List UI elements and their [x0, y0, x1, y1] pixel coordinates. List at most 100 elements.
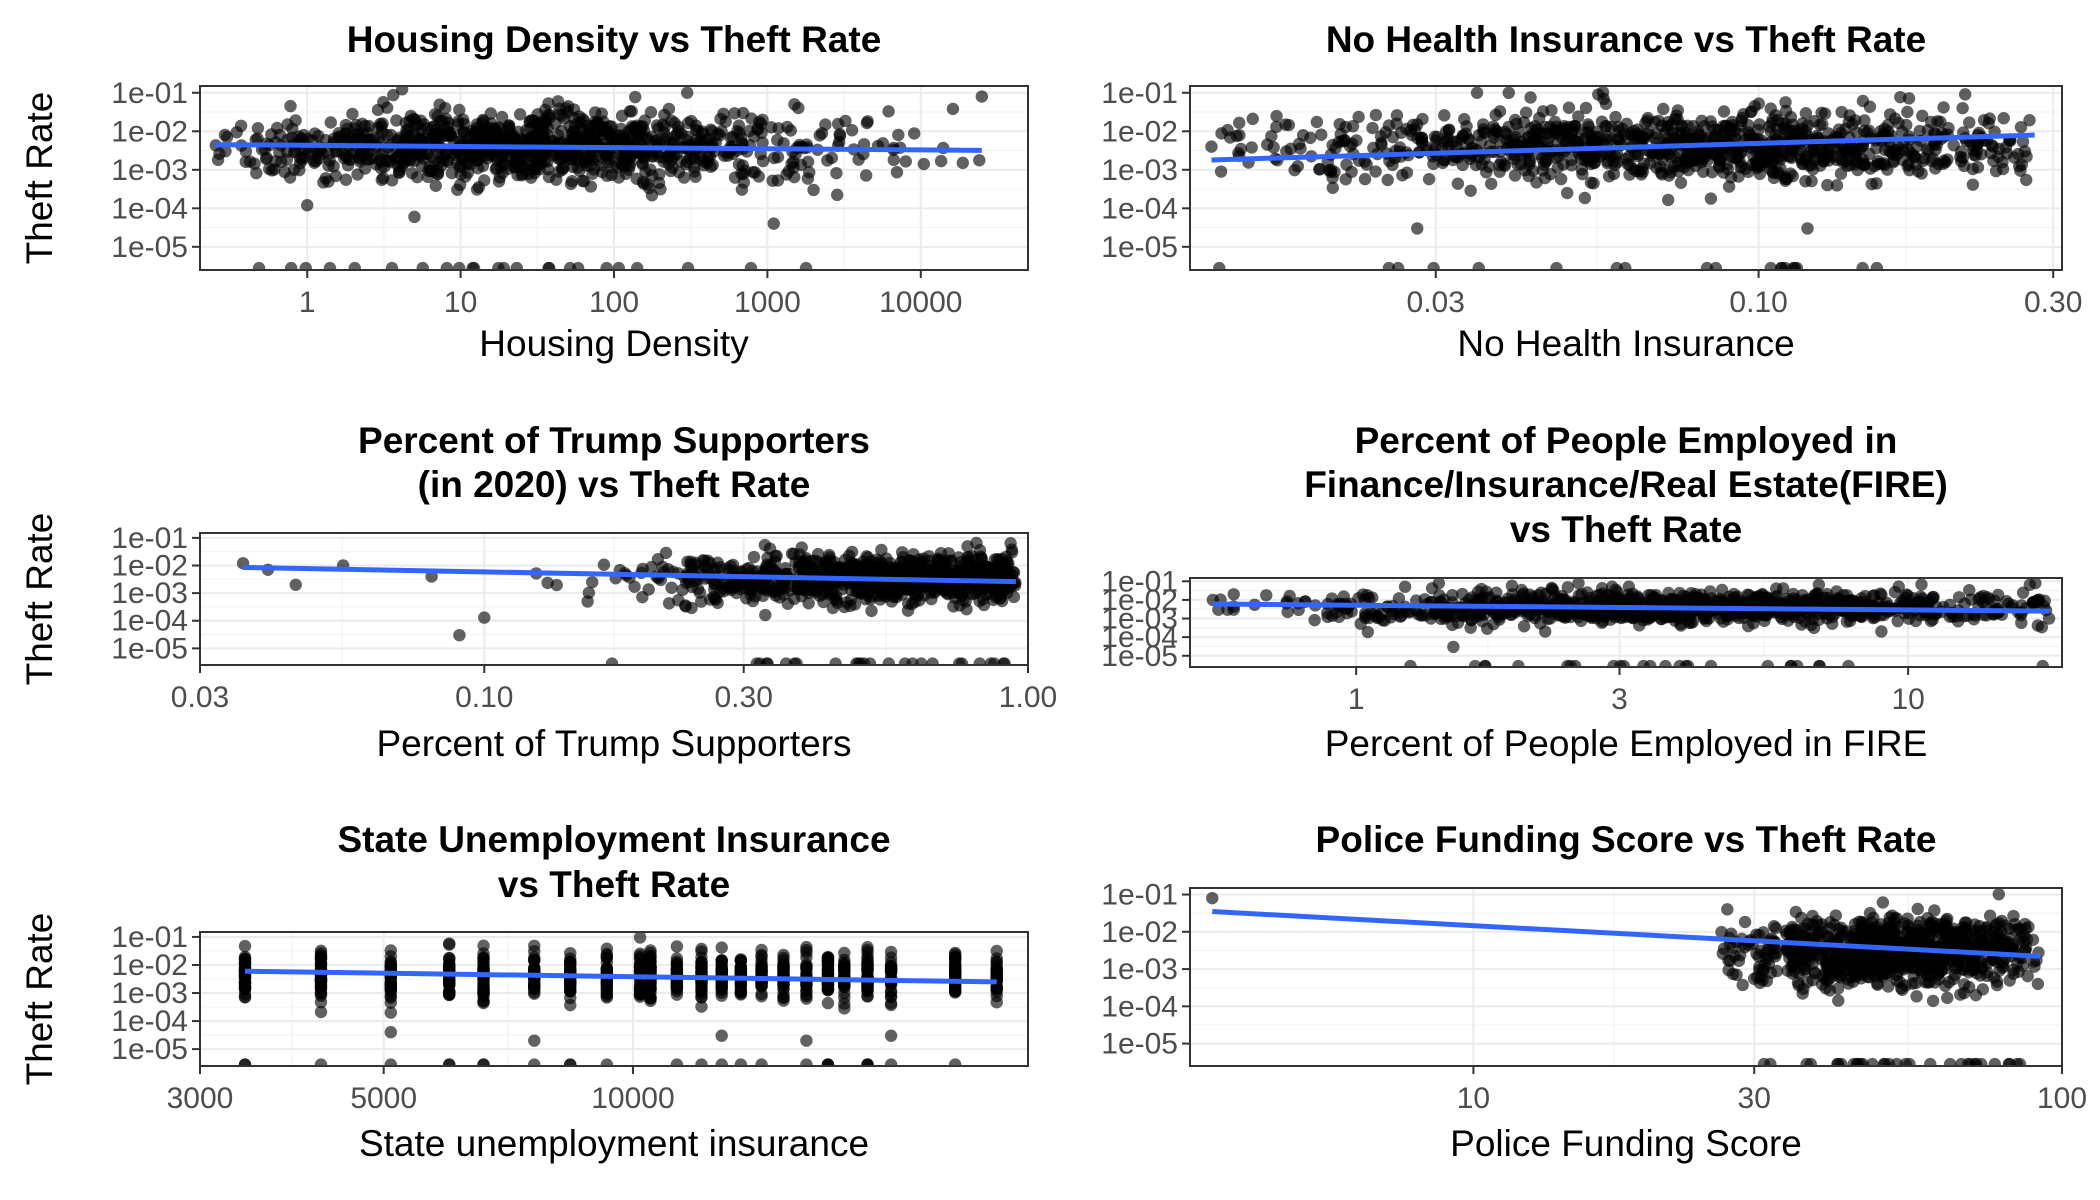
data-point: [1943, 610, 1957, 623]
fit-line: [1211, 132, 2035, 163]
data-point: [543, 111, 556, 125]
data-point: [973, 560, 986, 573]
y-tick-label: 1e-02: [111, 549, 188, 582]
data-point: [443, 985, 456, 999]
data-point: [1671, 113, 1684, 126]
data-point: [955, 657, 969, 665]
data-point: [1528, 611, 1541, 625]
data-point: [892, 128, 905, 142]
data-point: [338, 127, 352, 140]
data-point: [1436, 156, 1449, 170]
data-point: [1267, 141, 1280, 154]
data-point: [1598, 120, 1612, 133]
data-point: [1821, 178, 1834, 192]
data-point: [1270, 109, 1283, 123]
data-point: [1427, 261, 1440, 270]
data-point: [934, 154, 948, 168]
data-point: [756, 136, 769, 149]
y-tick-label: 1e-03: [111, 154, 188, 187]
data-point: [612, 261, 626, 270]
y-tick-label: 1e-03: [1101, 603, 1178, 636]
data-point: [1473, 609, 1487, 622]
data-point: [1360, 158, 1373, 171]
data-point: [528, 1058, 541, 1066]
data-point: [591, 116, 604, 129]
data-point: [1818, 107, 1832, 120]
data-point: [600, 942, 614, 955]
data-point: [1956, 101, 1969, 115]
data-point: [1510, 117, 1523, 131]
data-point: [1570, 135, 1584, 148]
data-point: [555, 124, 568, 138]
data-point: [2023, 114, 2036, 127]
data-point: [853, 582, 866, 596]
data-point: [1786, 169, 1800, 183]
data-point: [1646, 149, 1659, 163]
data-point: [534, 157, 547, 171]
data-point: [1954, 145, 1968, 158]
data-point: [252, 261, 266, 270]
data-point: [631, 261, 644, 270]
data-point: [743, 124, 756, 138]
data-point: [747, 550, 761, 564]
data-point: [575, 132, 588, 145]
x-tick-label: 0.10: [455, 681, 513, 714]
data-point: [289, 578, 302, 591]
data-point: [1700, 261, 1714, 270]
data-point: [990, 989, 1003, 1003]
data-point: [1930, 138, 1944, 151]
data-point: [260, 151, 274, 165]
data-point: [1664, 151, 1677, 164]
data-point: [1564, 659, 1577, 667]
panel-title: (in 2020) vs Theft Rate: [418, 464, 811, 505]
y-tick-label: 1e-03: [111, 577, 188, 610]
data-point: [1681, 659, 1695, 667]
data-point: [887, 588, 900, 601]
data-point: [1717, 105, 1731, 118]
data-point: [833, 128, 846, 141]
data-point: [584, 180, 598, 193]
data-point: [1858, 114, 1871, 127]
data-point: [973, 154, 986, 167]
data-point: [465, 125, 478, 138]
data-point: [1657, 102, 1670, 116]
data-point: [528, 987, 541, 1000]
data-point: [908, 587, 922, 601]
data-point: [2014, 120, 2028, 134]
data-point: [1246, 112, 1259, 126]
data-point: [1404, 659, 1417, 667]
data-point: [443, 1058, 456, 1066]
data-point: [1784, 150, 1797, 163]
data-point: [1576, 167, 1589, 181]
data-point: [628, 580, 641, 593]
data-point: [821, 154, 834, 167]
data-point: [564, 1058, 577, 1066]
data-point: [670, 940, 684, 953]
data-point: [1592, 88, 1605, 101]
data-point: [466, 261, 479, 270]
data-point: [1580, 609, 1593, 622]
data-point: [1550, 261, 1563, 270]
data-point: [755, 1058, 768, 1066]
data-point: [717, 107, 730, 120]
data-point: [251, 132, 264, 145]
data-point: [894, 555, 908, 569]
data-point: [767, 217, 780, 230]
data-point: [1321, 606, 1334, 620]
fit-line: [214, 142, 982, 153]
data-point: [1637, 659, 1650, 667]
y-tick-label: 1e-04: [111, 192, 188, 225]
data-point: [1554, 172, 1568, 186]
data-point: [1937, 154, 1951, 167]
data-point: [1547, 583, 1560, 597]
data-point: [365, 152, 378, 165]
data-point: [788, 170, 801, 184]
data-point: [1736, 145, 1749, 158]
data-point: [1659, 659, 1672, 667]
data-point: [623, 159, 636, 173]
data-point: [959, 566, 973, 579]
data-point: [1490, 586, 1503, 599]
data-point: [1997, 112, 2010, 125]
data-point: [234, 119, 248, 133]
data-point: [1822, 154, 1835, 167]
